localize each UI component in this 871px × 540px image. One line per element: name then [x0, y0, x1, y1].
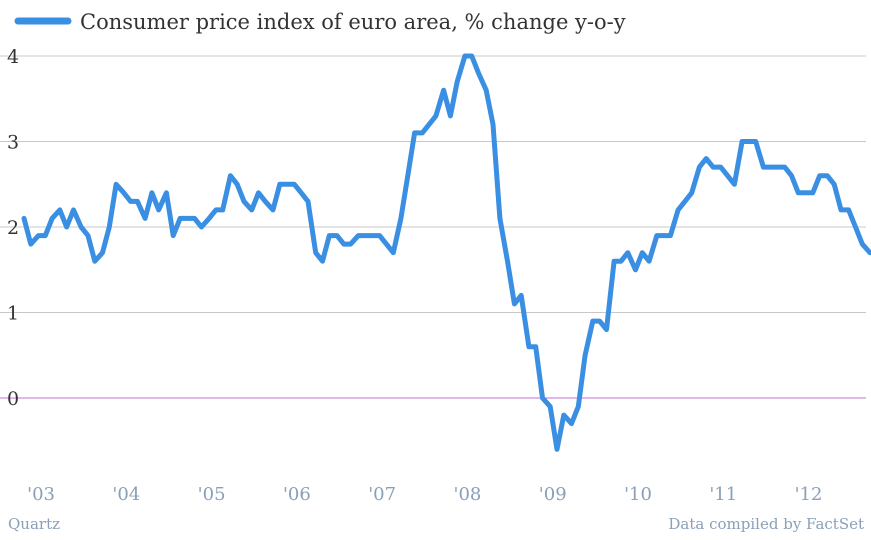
y-tick-label-1: 1 — [7, 303, 19, 325]
x-tick-label-4: '07 — [368, 484, 396, 505]
x-tick-label-0: '03 — [27, 484, 55, 505]
x-tick-label-8: '11 — [709, 484, 737, 505]
x-tick-label-7: '10 — [624, 484, 652, 505]
source-factset: Data compiled by FactSet — [668, 515, 864, 533]
y-tick-label-2: 2 — [7, 217, 19, 239]
series-line-cpi — [21, 53, 871, 452]
legend-entry-cpi: Consumer price index of euro area, % cha… — [80, 10, 626, 34]
legend: Consumer price index of euro area, % cha… — [14, 10, 626, 34]
y-tick-label-4: 4 — [7, 46, 19, 68]
x-tick-label-6: '09 — [539, 484, 567, 505]
source-quartz: Quartz — [8, 515, 60, 533]
x-axis-ticks: '03 '04 '05 '06 '07 '08 '09 '10 '11 '12 — [27, 484, 822, 505]
x-tick-label-5: '08 — [454, 484, 482, 505]
x-tick-label-2: '05 — [198, 484, 226, 505]
y-tick-label-3: 3 — [7, 132, 19, 154]
gridlines — [0, 55, 866, 399]
x-tick-label-9: '12 — [795, 484, 823, 505]
x-tick-label-1: '04 — [112, 484, 140, 505]
series-layer — [21, 53, 871, 452]
y-tick-label-0: 0 — [7, 388, 19, 410]
y-axis-ticks: 0 1 2 3 4 — [7, 46, 19, 410]
x-tick-label-3: '06 — [283, 484, 311, 505]
